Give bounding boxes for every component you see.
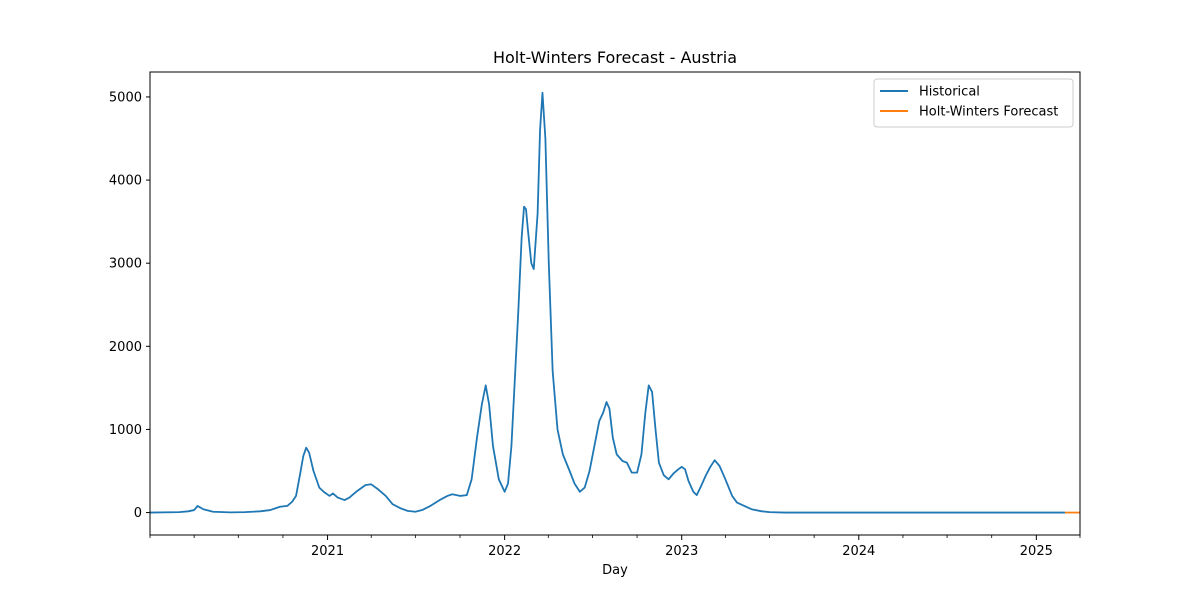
axes-layer: 0 1000 2000 3000 4000 5000 2021 2022 2023 2024 202… <box>109 90 1081 559</box>
y-tick-label: 5000 <box>109 90 142 105</box>
x-tick-label: 2021 <box>311 544 344 559</box>
legend-label: Historical <box>919 85 980 100</box>
legend-box <box>873 78 1074 128</box>
y-tick-label: 1000 <box>109 423 142 438</box>
legend: Historical Holt-Winters Forecast <box>873 78 1074 128</box>
x-tick-label: 2022 <box>488 544 521 559</box>
y-tick-label: 2000 <box>109 340 142 355</box>
plot-frame <box>149 71 1081 536</box>
series-layer <box>149 91 1080 514</box>
y-tick-label: 4000 <box>109 174 142 189</box>
y-tick-label: 0 <box>134 506 142 521</box>
chart-title: Holt-Winters Forecast - Austria <box>493 48 737 67</box>
x-tick-label: 2025 <box>1020 544 1053 559</box>
x-tick-label: 2024 <box>842 544 875 559</box>
y-tick-label: 3000 <box>109 257 142 272</box>
legend-label: Holt-Winters Forecast <box>919 105 1058 120</box>
x-tick-label: 2023 <box>665 544 698 559</box>
series-line-historical <box>149 91 1065 514</box>
x-axis-title: Day <box>602 563 628 578</box>
